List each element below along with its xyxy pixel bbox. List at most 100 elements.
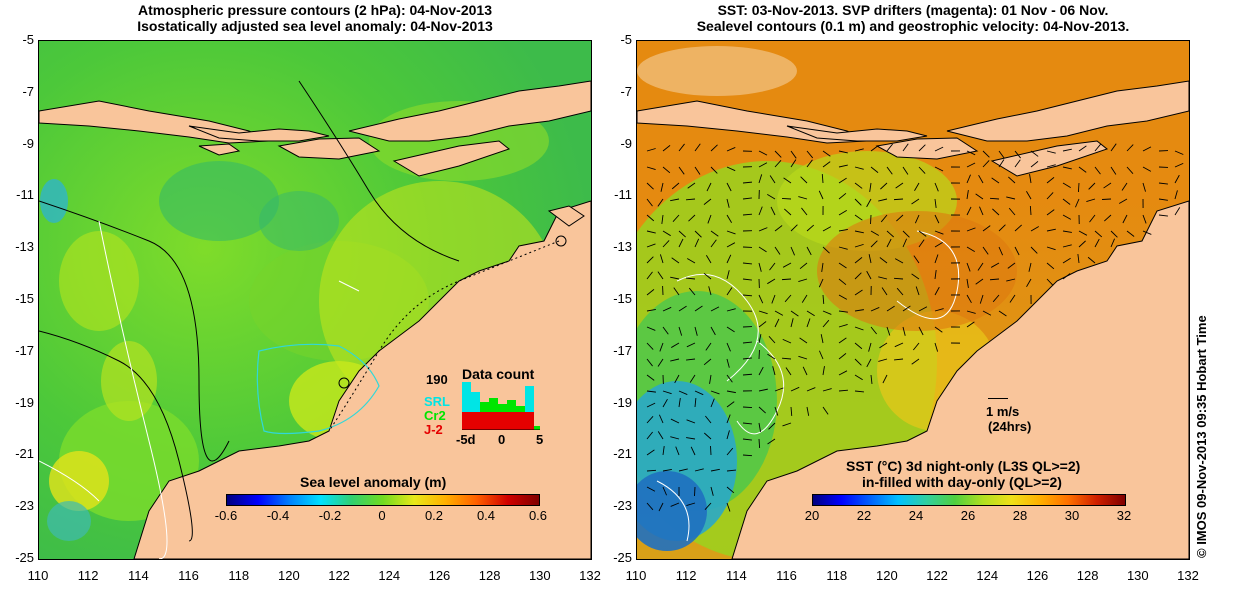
velocity-arrow <box>661 214 664 224</box>
velocity-arrow <box>966 278 969 288</box>
lon-tick-label: 126 <box>428 568 451 583</box>
velocity-arrow <box>854 289 863 296</box>
lat-tick-label: -23 <box>613 498 632 514</box>
velocity-arrow <box>879 342 888 349</box>
velocity-arrow <box>1078 230 1088 236</box>
lon-tick-label: 112 <box>77 568 99 583</box>
velocity-arrow <box>838 353 847 360</box>
velocity-arrow <box>1030 246 1038 254</box>
count-max-label: 190 <box>426 372 448 387</box>
velocity-arrow <box>659 342 664 352</box>
velocity-arrow <box>822 319 830 328</box>
velocity-arrow <box>1103 182 1112 189</box>
lon-tick-label: 110 <box>27 568 49 583</box>
velocity-arrow <box>966 206 972 216</box>
velocity-arrow <box>758 388 768 392</box>
velocity-arrow <box>1078 240 1086 248</box>
velocity-arrow <box>726 401 735 408</box>
velocity-arrow <box>966 150 976 156</box>
velocity-arrow <box>726 390 736 394</box>
velocity-arrow <box>769 175 776 184</box>
velocity-arrow <box>774 406 779 416</box>
velocity-arrow <box>662 398 668 408</box>
colorbar-tick-label: 20 <box>804 508 820 523</box>
velocity-arrow <box>913 255 920 264</box>
velocity-arrow <box>934 214 940 224</box>
velocity-arrow <box>1158 214 1168 217</box>
velocity-arrow <box>838 150 848 154</box>
velocity-arrow <box>694 326 698 336</box>
colorbar-tick-label: 0.2 <box>424 508 444 523</box>
velocity-arrow <box>806 310 815 317</box>
velocity-arrow <box>934 146 944 152</box>
velocity-arrow <box>767 194 776 200</box>
velocity-arrow <box>894 342 904 348</box>
lon-tick-label: 130 <box>1126 568 1149 583</box>
velocity-arrow <box>1174 150 1184 155</box>
velocity-arrow <box>882 374 888 384</box>
velocity-arrow <box>911 273 920 280</box>
velocity-arrow <box>703 198 712 205</box>
velocity-arrow <box>1142 214 1147 224</box>
velocity-arrow <box>911 198 920 205</box>
velocity-arrow <box>708 286 712 296</box>
velocity-arrow <box>646 358 653 367</box>
velocity-arrow <box>918 166 926 174</box>
velocity-arrow <box>896 287 904 296</box>
velocity-arrow <box>710 398 715 408</box>
velocity-arrow <box>894 358 904 361</box>
velocity-arrow <box>918 144 926 152</box>
velocity-arrow <box>838 246 848 250</box>
velocity-arrow <box>671 342 680 348</box>
velocity-arrow <box>742 262 752 265</box>
velocity-arrow <box>726 447 734 456</box>
velocity-arrow <box>1062 244 1072 248</box>
velocity-arrow <box>1028 262 1032 272</box>
velocity-arrow <box>992 294 1000 303</box>
velocity-arrow <box>886 238 892 248</box>
velocity-arrow <box>934 286 940 296</box>
velocity-arrow <box>854 148 864 152</box>
velocity-arrow <box>703 358 712 366</box>
velocity-arrow <box>646 502 654 511</box>
velocity-arrow <box>806 318 811 328</box>
velocity-arrow <box>998 150 1005 159</box>
colorbar-tick-label: 28 <box>1012 508 1028 523</box>
lon-tick-label: 132 <box>1177 568 1199 583</box>
velocity-arrow <box>726 374 733 383</box>
lon-tick-label: 120 <box>876 568 898 583</box>
velocity-arrow <box>966 162 976 168</box>
velocity-arrow <box>694 238 700 248</box>
velocity-arrow <box>726 358 730 368</box>
velocity-arrow <box>854 198 862 206</box>
velocity-arrow <box>870 145 879 152</box>
velocity-arrow <box>774 318 780 328</box>
velocity-arrow <box>934 326 943 333</box>
velocity-arrow <box>838 164 848 168</box>
velocity-arrow <box>726 342 731 352</box>
velocity-arrow <box>902 326 906 336</box>
velocity-arrow <box>1094 143 1102 152</box>
velocity-arrow <box>1046 262 1055 270</box>
velocity-arrow <box>818 190 824 200</box>
velocity-arrow <box>966 227 976 232</box>
velocity-arrow <box>742 454 753 457</box>
velocity-arrow <box>934 270 937 280</box>
velocity-arrow <box>670 276 680 280</box>
velocity-arrow <box>769 262 776 271</box>
velocity-arrow <box>646 431 653 440</box>
velocity-arrow <box>790 224 798 232</box>
velocity-arrow <box>1029 205 1032 216</box>
velocity-arrow <box>854 257 863 264</box>
velocity-arrow <box>758 438 761 449</box>
velocity-arrow <box>982 150 990 158</box>
velocity-arrow <box>854 326 864 331</box>
velocity-arrow <box>726 430 730 440</box>
velocity-arrow <box>822 246 830 254</box>
velocity-arrow <box>878 358 888 362</box>
velocity-arrow <box>1158 198 1168 201</box>
velocity-arrow <box>1142 166 1152 172</box>
inset-title: Data count <box>462 366 535 382</box>
velocity-arrow <box>705 342 712 351</box>
velocity-arrow <box>726 254 732 264</box>
